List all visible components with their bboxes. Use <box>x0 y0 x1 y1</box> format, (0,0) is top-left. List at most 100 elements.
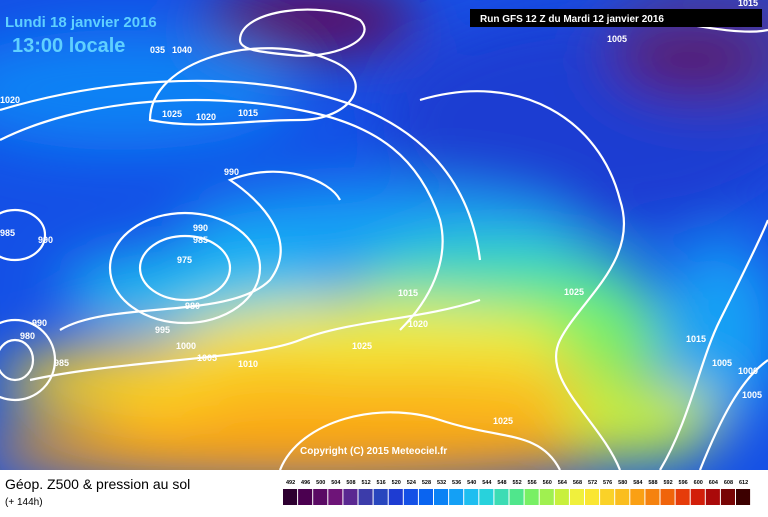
scale-swatch <box>720 489 735 505</box>
scale-label: 532 <box>437 480 446 486</box>
isobar-label: 1000 <box>738 366 758 376</box>
isobar-label: 1005 <box>607 34 627 44</box>
scale-swatch <box>418 489 433 505</box>
scale-swatch <box>449 489 464 505</box>
scale-swatch <box>554 489 569 505</box>
scale-label: 600 <box>694 480 703 486</box>
isobar-label: 985 <box>193 235 208 245</box>
isobar-label: 1010 <box>238 359 258 369</box>
scale-label: 544 <box>482 480 492 486</box>
scale-label: 584 <box>633 480 643 486</box>
scale-label: 612 <box>739 480 748 486</box>
scale-label: 528 <box>422 480 431 486</box>
scale-swatch <box>464 489 479 505</box>
isobar-label: 1000 <box>176 341 196 351</box>
scale-label: 540 <box>467 480 476 486</box>
footer-title: Géop. Z500 & pression au sol <box>5 476 190 492</box>
isobar-label: 985 <box>0 228 15 238</box>
scale-swatch <box>403 489 418 505</box>
scale-label: 564 <box>558 480 568 486</box>
scale-label: 572 <box>588 480 597 486</box>
isobar-label: 1015 <box>686 334 706 344</box>
isobar-label: 1025 <box>352 341 372 351</box>
scale-swatch <box>539 489 554 505</box>
isobar-label: 980 <box>185 301 200 311</box>
scale-swatch <box>283 489 298 505</box>
scale-label: 592 <box>663 480 672 486</box>
scale-label: 560 <box>543 480 552 486</box>
scale-swatch <box>690 489 705 505</box>
scale-label: 536 <box>452 480 461 486</box>
isobar-label: 1005 <box>742 390 762 400</box>
scale-swatch <box>328 489 343 505</box>
scale-swatch <box>705 489 720 505</box>
scale-swatch <box>660 489 675 505</box>
run-box <box>470 9 762 27</box>
isobar-label: 035 <box>150 45 165 55</box>
scale-label: 496 <box>301 480 310 486</box>
scale-label: 512 <box>361 480 370 486</box>
scale-swatch <box>313 489 328 505</box>
scale-swatch <box>736 489 751 505</box>
isobar-label: 1040 <box>172 45 192 55</box>
isobar-label: 990 <box>224 167 239 177</box>
scale-label: 604 <box>709 480 719 486</box>
time: 13:00 locale <box>12 35 125 57</box>
scale-label: 508 <box>346 480 355 486</box>
scale-swatch <box>645 489 660 505</box>
scale-swatch <box>434 489 449 505</box>
isobar-label: 985 <box>54 358 69 368</box>
date: Lundi 18 janvier 2016 <box>5 14 157 31</box>
scale-swatch <box>585 489 600 505</box>
scale-label: 580 <box>618 480 627 486</box>
scale-swatch <box>675 489 690 505</box>
isobar-label: 990 <box>32 318 47 328</box>
scale-label: 568 <box>573 480 582 486</box>
scale-swatch <box>358 489 373 505</box>
scale-swatch <box>600 489 615 505</box>
scale-swatch <box>569 489 584 505</box>
scale-swatch <box>343 489 358 505</box>
isobar-label: 1005 <box>712 358 732 368</box>
color-scale: 492 496 500 504 508 512 516 520 524 528 532 536 540 5… <box>283 480 751 505</box>
isobar-label: 1020 <box>0 95 20 105</box>
scale-label: 608 <box>724 480 733 486</box>
isobar-label: 1025 <box>162 109 182 119</box>
scale-swatch <box>373 489 388 505</box>
scale-label: 504 <box>331 480 341 486</box>
scale-label: 552 <box>512 480 521 486</box>
scale-swatch <box>479 489 494 505</box>
scale-label: 588 <box>648 480 657 486</box>
isobar-label: 1015 <box>738 0 758 8</box>
scale-swatch <box>630 489 645 505</box>
isobar-label: 995 <box>155 325 170 335</box>
isobar-label: 975 <box>177 255 192 265</box>
isobar-label: 990 <box>193 223 208 233</box>
footer-lead: (+ 144h) <box>5 497 43 508</box>
scale-swatch <box>524 489 539 505</box>
isobar-label: 1020 <box>196 112 216 122</box>
scale-label: 596 <box>679 480 688 486</box>
scale-swatch <box>388 489 403 505</box>
scale-label: 492 <box>286 480 295 486</box>
scale-swatch <box>615 489 630 505</box>
scale-swatch <box>298 489 313 505</box>
scale-label: 516 <box>377 480 386 486</box>
scale-label: 500 <box>316 480 325 486</box>
copyright: Copyright (C) 2015 Meteociel.fr <box>300 446 447 457</box>
isobar-label: 1025 <box>564 287 584 297</box>
scale-swatch <box>494 489 509 505</box>
scale-label: 556 <box>528 480 537 486</box>
isobar-label: 1005 <box>197 353 217 363</box>
field <box>0 0 768 470</box>
scale-swatch <box>509 489 524 505</box>
scale-label: 576 <box>603 480 612 486</box>
scale-label: 524 <box>407 480 417 486</box>
isobar-label: 1020 <box>408 319 428 329</box>
run: Run GFS 12 Z du Mardi 12 janvier 2016 <box>480 14 664 25</box>
isobar-label: 990 <box>38 235 53 245</box>
isobar-label: 980 <box>20 331 35 341</box>
scale-label: 548 <box>497 480 506 486</box>
isobar-label: 1015 <box>398 288 418 298</box>
